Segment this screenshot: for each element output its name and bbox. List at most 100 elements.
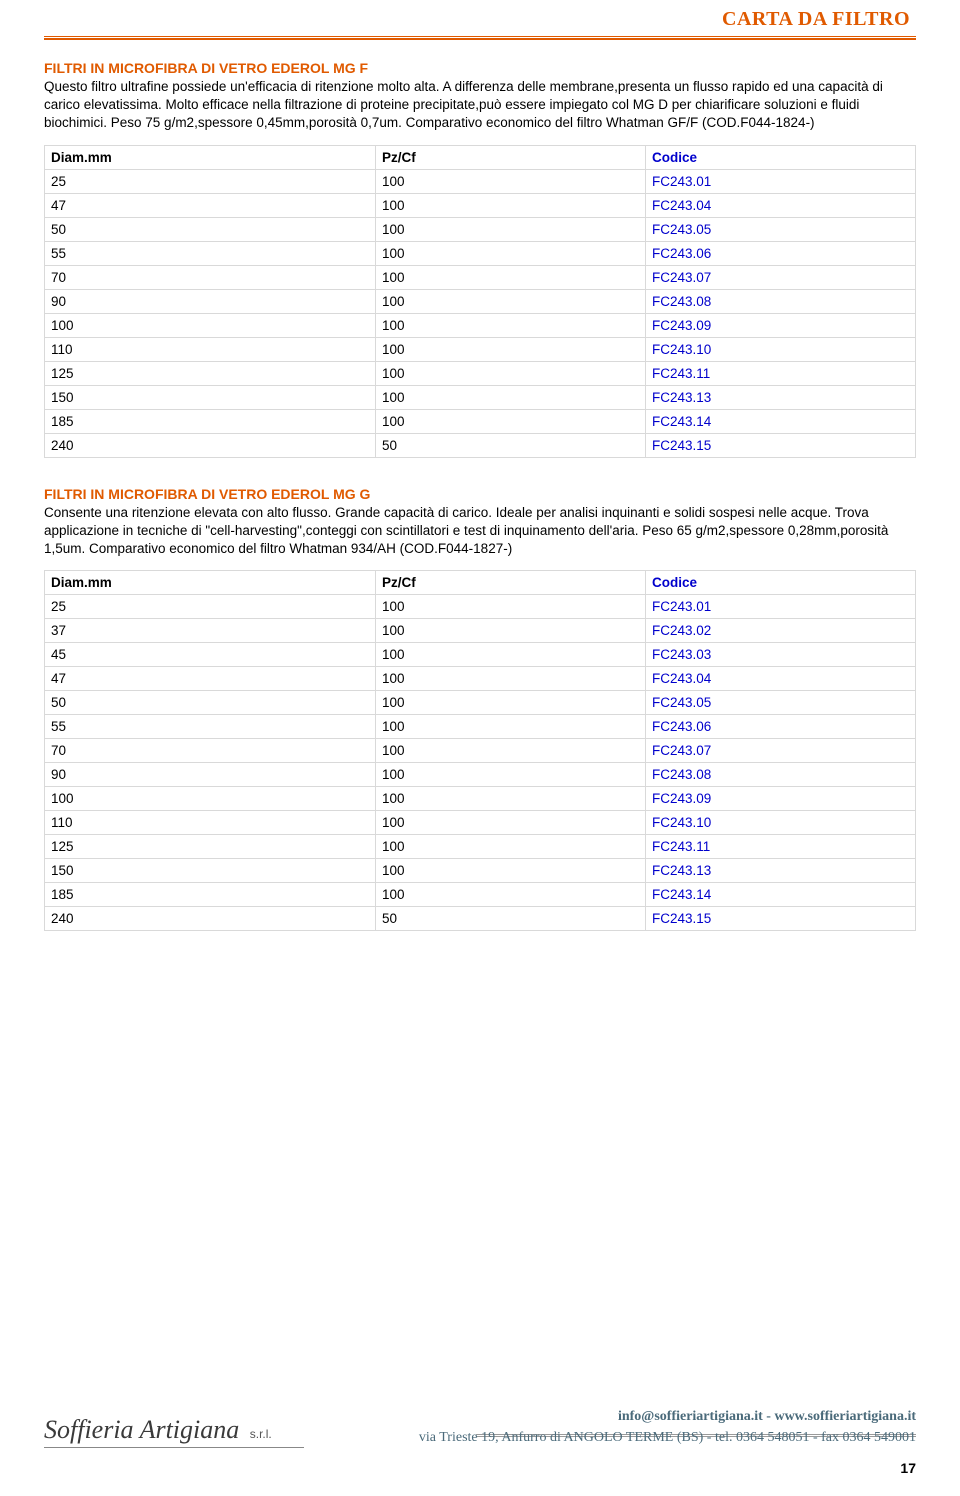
cell-diam: 185 (45, 883, 376, 907)
col-diam: Diam.mm (45, 145, 376, 169)
cell-code: FC243.13 (645, 859, 915, 883)
table-row: 125100FC243.11 (45, 361, 916, 385)
footer-logo-text: Soffieria Artigiana (44, 1415, 239, 1444)
cell-pzcf: 100 (375, 409, 645, 433)
table-row: 90100FC243.08 (45, 763, 916, 787)
page-content: FILTRI IN MICROFIBRA DI VETRO EDEROL MG … (44, 60, 916, 959)
cell-code: FC243.03 (645, 643, 915, 667)
cell-code: FC243.07 (645, 265, 915, 289)
cell-pzcf: 100 (375, 811, 645, 835)
cell-diam: 37 (45, 619, 376, 643)
table-row: 25100FC243.01 (45, 595, 916, 619)
cell-diam: 90 (45, 289, 376, 313)
cell-diam: 50 (45, 217, 376, 241)
section2-desc: Consente una ritenzione elevata con alto… (44, 504, 916, 559)
cell-code: FC243.11 (645, 361, 915, 385)
cell-code: FC243.14 (645, 883, 915, 907)
col-diam: Diam.mm (45, 571, 376, 595)
cell-code: FC243.04 (645, 193, 915, 217)
table-row: 100100FC243.09 (45, 787, 916, 811)
cell-pzcf: 100 (375, 361, 645, 385)
cell-code: FC243.11 (645, 835, 915, 859)
footer-contact: info@soffieriartigiana.it - www.soffieri… (419, 1407, 916, 1427)
table-row: 100100FC243.09 (45, 313, 916, 337)
cell-code: FC243.07 (645, 739, 915, 763)
table-row: 70100FC243.07 (45, 739, 916, 763)
cell-diam: 110 (45, 811, 376, 835)
cell-pzcf: 100 (375, 169, 645, 193)
table-row: 24050FC243.15 (45, 433, 916, 457)
cell-pzcf: 100 (375, 715, 645, 739)
cell-diam: 150 (45, 385, 376, 409)
cell-diam: 110 (45, 337, 376, 361)
cell-diam: 100 (45, 313, 376, 337)
footer-logo-suffix: s.r.l. (250, 1427, 272, 1441)
cell-diam: 55 (45, 715, 376, 739)
header-rule (44, 36, 916, 40)
cell-diam: 70 (45, 739, 376, 763)
table-row: 50100FC243.05 (45, 691, 916, 715)
col-code: Codice (645, 145, 915, 169)
cell-code: FC243.10 (645, 811, 915, 835)
table-row: 55100FC243.06 (45, 715, 916, 739)
col-pzcf: Pz/Cf (375, 145, 645, 169)
table-row: 110100FC243.10 (45, 337, 916, 361)
cell-code: FC243.01 (645, 595, 915, 619)
header-title: CARTA DA FILTRO (722, 8, 910, 31)
cell-code: FC243.05 (645, 691, 915, 715)
table-row: 24050FC243.15 (45, 907, 916, 931)
cell-diam: 125 (45, 835, 376, 859)
section1-desc: Questo filtro ultrafine possiede un'effi… (44, 78, 916, 133)
cell-code: FC243.06 (645, 241, 915, 265)
table-row: 185100FC243.14 (45, 883, 916, 907)
cell-diam: 45 (45, 643, 376, 667)
page-header: CARTA DA FILTRO (0, 8, 960, 38)
table-row: 150100FC243.13 (45, 859, 916, 883)
cell-code: FC243.14 (645, 409, 915, 433)
table-row: 47100FC243.04 (45, 667, 916, 691)
cell-diam: 47 (45, 193, 376, 217)
table-row: 70100FC243.07 (45, 265, 916, 289)
section1-table: Diam.mm Pz/Cf Codice 25100FC243.0147100F… (44, 145, 916, 458)
cell-pzcf: 100 (375, 763, 645, 787)
cell-pzcf: 100 (375, 241, 645, 265)
cell-code: FC243.10 (645, 337, 915, 361)
cell-code: FC243.06 (645, 715, 915, 739)
cell-pzcf: 100 (375, 289, 645, 313)
table-row: 125100FC243.11 (45, 835, 916, 859)
page-number: 17 (900, 1460, 916, 1476)
cell-diam: 50 (45, 691, 376, 715)
cell-pzcf: 100 (375, 337, 645, 361)
cell-code: FC243.05 (645, 217, 915, 241)
cell-code: FC243.09 (645, 313, 915, 337)
cell-pzcf: 100 (375, 595, 645, 619)
cell-pzcf: 100 (375, 859, 645, 883)
section2-title: FILTRI IN MICROFIBRA DI VETRO EDEROL MG … (44, 486, 916, 502)
table-row: 55100FC243.06 (45, 241, 916, 265)
cell-pzcf: 100 (375, 643, 645, 667)
cell-pzcf: 100 (375, 739, 645, 763)
cell-code: FC243.01 (645, 169, 915, 193)
cell-pzcf: 50 (375, 433, 645, 457)
table-header-row: Diam.mm Pz/Cf Codice (45, 571, 916, 595)
cell-pzcf: 100 (375, 385, 645, 409)
cell-code: FC243.08 (645, 289, 915, 313)
table-row: 45100FC243.03 (45, 643, 916, 667)
cell-diam: 100 (45, 787, 376, 811)
col-code: Codice (645, 571, 915, 595)
cell-code: FC243.13 (645, 385, 915, 409)
cell-diam: 25 (45, 169, 376, 193)
cell-pzcf: 50 (375, 907, 645, 931)
cell-pzcf: 100 (375, 835, 645, 859)
cell-code: FC243.08 (645, 763, 915, 787)
col-pzcf: Pz/Cf (375, 571, 645, 595)
section1-title: FILTRI IN MICROFIBRA DI VETRO EDEROL MG … (44, 60, 916, 76)
cell-pzcf: 100 (375, 619, 645, 643)
cell-diam: 90 (45, 763, 376, 787)
table-row: 150100FC243.13 (45, 385, 916, 409)
cell-pzcf: 100 (375, 667, 645, 691)
table-row: 50100FC243.05 (45, 217, 916, 241)
cell-code: FC243.04 (645, 667, 915, 691)
cell-pzcf: 100 (375, 691, 645, 715)
cell-diam: 240 (45, 907, 376, 931)
